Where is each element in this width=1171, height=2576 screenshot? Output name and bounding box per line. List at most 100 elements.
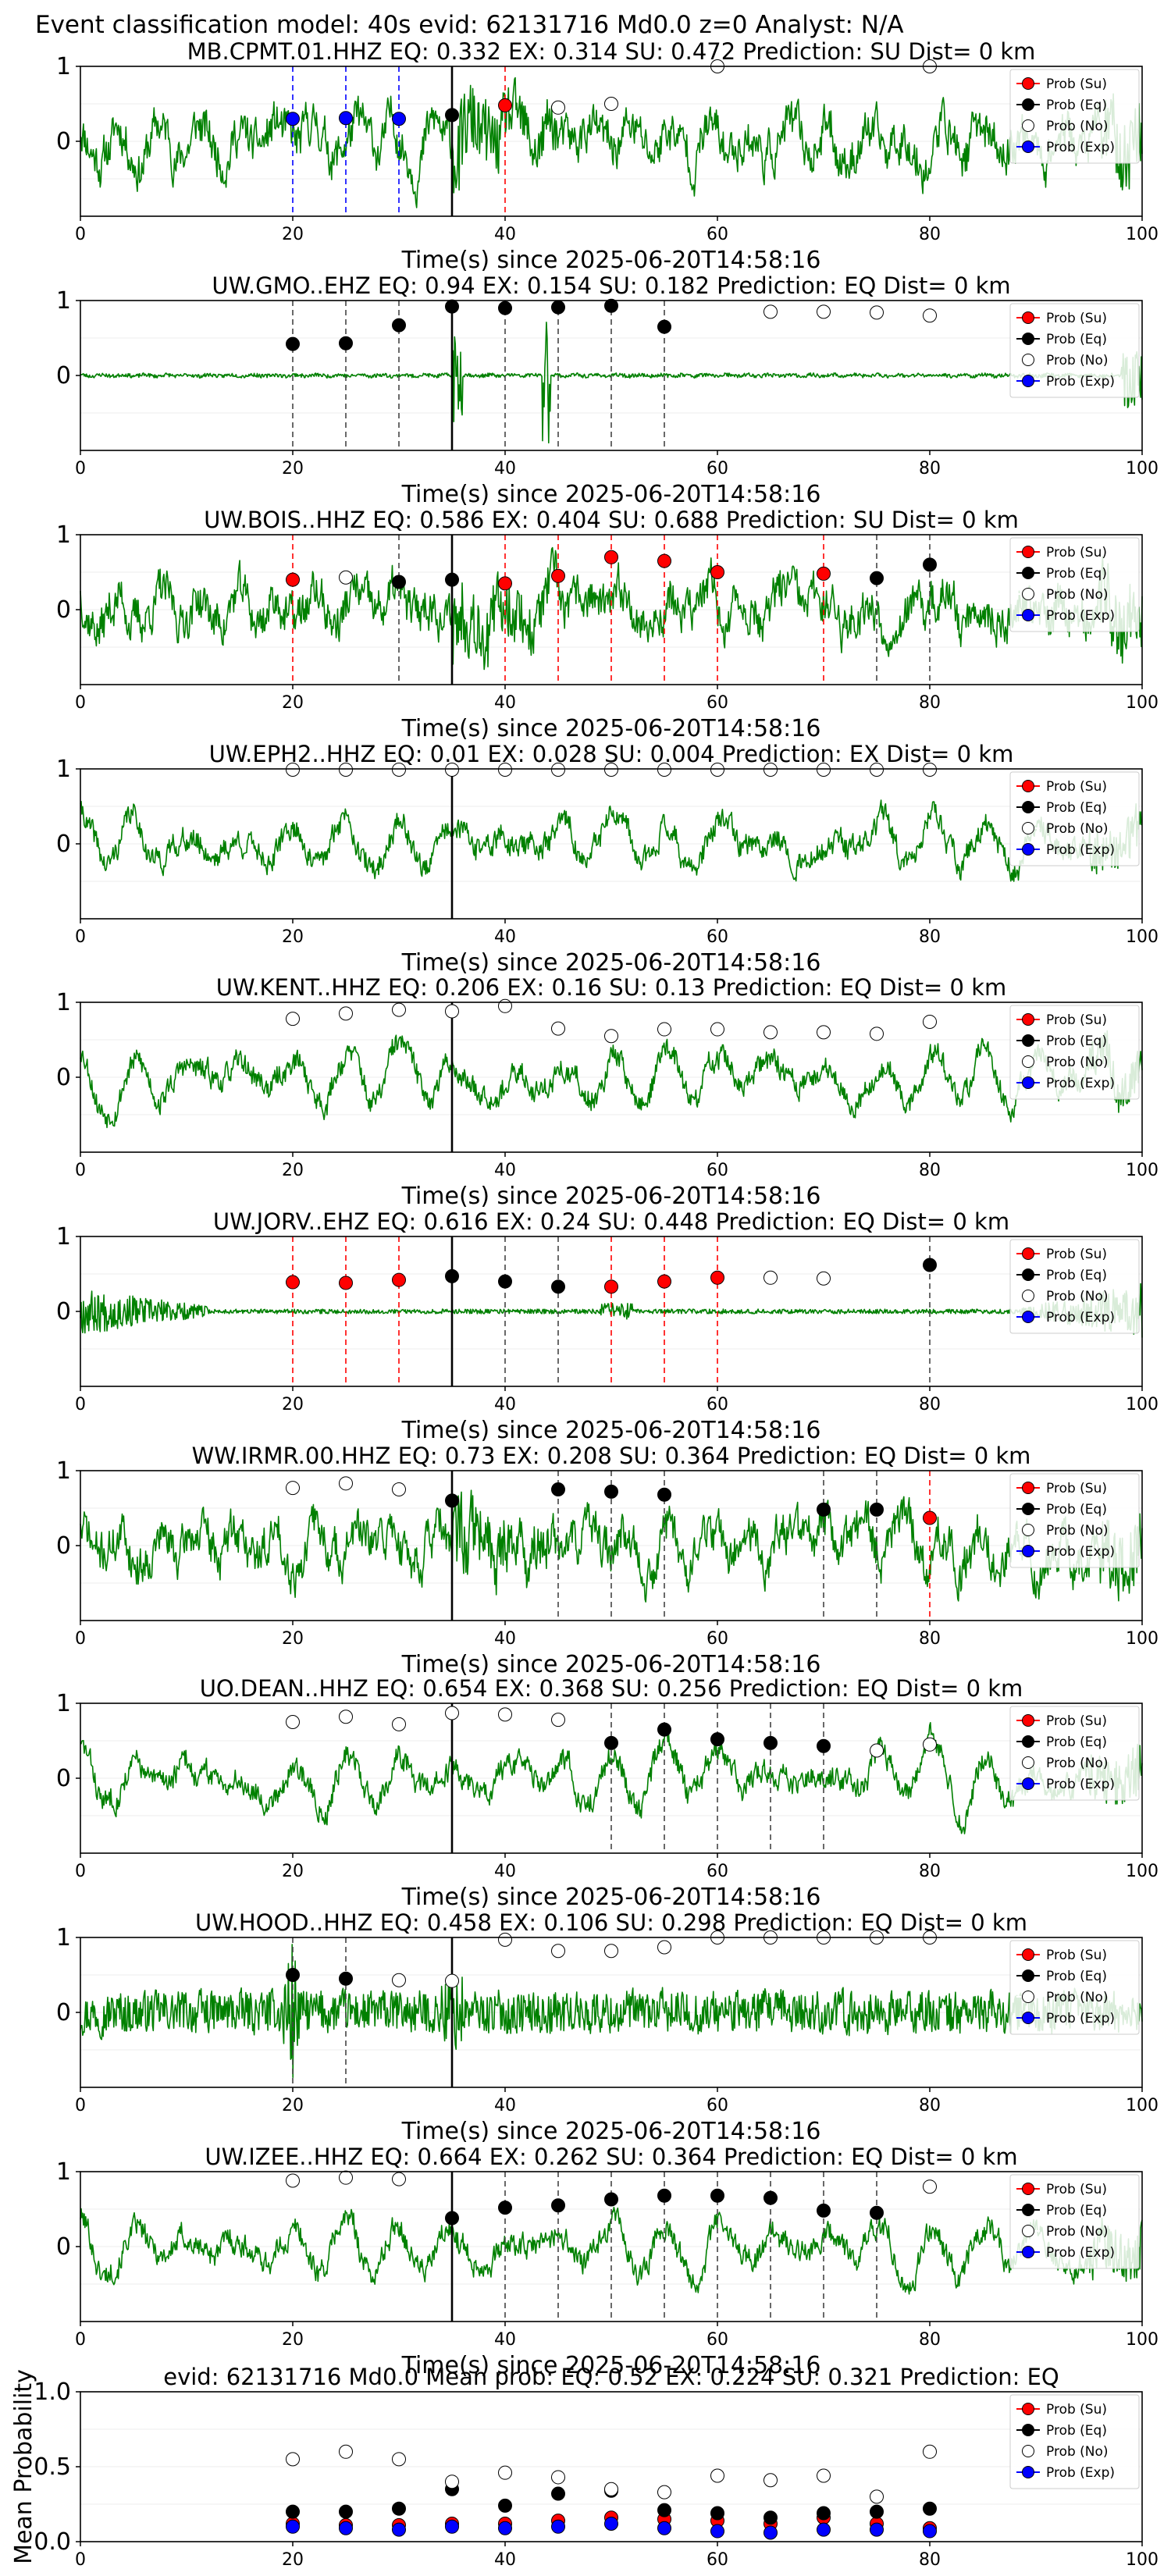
legend-box	[1009, 1940, 1140, 2035]
waveform-trace	[80, 799, 1143, 882]
y-tick-label: 0	[56, 831, 71, 858]
x-tick-label: 100	[1126, 2096, 1159, 2115]
prob-point-eq	[445, 1493, 459, 1508]
prob-point-no	[498, 1707, 512, 1722]
legend-marker-eq	[1022, 98, 1034, 111]
x-tick-label: 40	[494, 2096, 516, 2115]
x-tick-label: 100	[1126, 693, 1159, 713]
x-axis-label: Time(s) since 2025-06-20T14:58:16	[401, 1183, 821, 1210]
mean-point-eq	[339, 2504, 353, 2519]
chart-title: evid: 62131716 Md0.0 Mean prob: EQ: 0.52…	[163, 2364, 1059, 2390]
x-tick-label: 20	[282, 693, 304, 713]
legend-label-exp: Prob (Exp)	[1046, 608, 1115, 624]
legend-marker-eq	[1022, 1503, 1034, 1515]
legend-label-no: Prob (No)	[1046, 119, 1109, 134]
legend-box	[1009, 1005, 1140, 1100]
prob-point-no	[498, 762, 512, 777]
y-tick-label: 1	[56, 1924, 71, 1952]
prob-point-eq	[657, 319, 671, 334]
x-tick-label: 60	[707, 2550, 728, 2570]
y-axis-label: Mean Probability	[10, 2369, 37, 2564]
legend-marker-eq	[1022, 1268, 1034, 1281]
legend-label-no: Prob (No)	[1046, 1289, 1109, 1304]
legend-marker-exp	[1022, 1311, 1034, 1323]
prob-point-no	[604, 97, 618, 111]
legend-label-eq: Prob (Eq)	[1046, 1034, 1107, 1049]
x-tick-label: 80	[919, 927, 941, 947]
legend-marker-eq	[1022, 2424, 1034, 2436]
x-tick-label: 0	[75, 225, 86, 244]
prob-point-no	[923, 762, 937, 777]
x-tick-label: 0	[75, 2550, 86, 2570]
mean-point-no	[445, 2475, 459, 2489]
prob-point-no	[817, 1271, 831, 1286]
legend-label-eq: Prob (Eq)	[1046, 1268, 1107, 1283]
x-tick-label: 0	[75, 2330, 86, 2350]
mean-point-exp	[392, 2522, 406, 2537]
x-tick-label: 0	[75, 1161, 86, 1180]
legend-label-no: Prob (No)	[1046, 1523, 1109, 1539]
prob-point-no	[870, 1743, 884, 1758]
prob-point-no	[392, 1002, 406, 1017]
chart-panel-10: evid: 62131716 Md0.0 Mean prob: EQ: 0.52…	[10, 2364, 1159, 2570]
legend-marker-no	[1022, 1290, 1034, 1302]
prob-point-eq	[498, 301, 512, 315]
prob-point-su	[657, 553, 671, 568]
prob-point-no	[551, 1713, 565, 1727]
legend-label-eq: Prob (Eq)	[1046, 98, 1107, 113]
x-tick-label: 60	[707, 1629, 728, 1649]
legend-marker-exp	[1022, 2466, 1034, 2478]
prob-point-no	[392, 1973, 406, 1987]
legend-label-eq: Prob (Eq)	[1046, 332, 1107, 347]
mean-point-eq	[763, 2510, 778, 2525]
prob-point-no	[286, 1012, 300, 1026]
legend-marker-exp	[1022, 1777, 1034, 1790]
mean-point-eq	[710, 2506, 724, 2521]
x-tick-label: 100	[1126, 2550, 1159, 2570]
mean-point-no	[763, 2473, 778, 2488]
prob-point-eq	[710, 2188, 724, 2203]
prob-point-su	[604, 550, 618, 564]
prob-point-su	[551, 568, 565, 583]
legend-label-eq: Prob (Eq)	[1046, 566, 1107, 582]
prob-point-no	[286, 2173, 300, 2188]
mean-point-no	[870, 2489, 884, 2504]
legend-marker-su	[1022, 1714, 1034, 1727]
legend-label-eq: Prob (Eq)	[1046, 1735, 1107, 1750]
legend-label-su: Prob (Su)	[1046, 779, 1107, 795]
legend-marker-no	[1022, 1524, 1034, 1536]
x-tick-label: 60	[707, 927, 728, 947]
x-tick-label: 100	[1126, 1395, 1159, 1414]
prob-point-exp	[339, 111, 353, 126]
legend-marker-exp	[1022, 843, 1034, 856]
y-tick-label: 0.0	[34, 2528, 71, 2556]
x-tick-label: 40	[494, 1161, 516, 1180]
legend-marker-no	[1022, 1756, 1034, 1769]
prob-point-eq	[763, 1735, 778, 1750]
x-axis-label: Time(s) since 2025-06-20T14:58:16	[401, 2352, 821, 2379]
prob-point-eq	[551, 1482, 565, 1496]
chart-title: UW.BOIS..HHZ EQ: 0.586 EX: 0.404 SU: 0.6…	[204, 507, 1019, 533]
prob-point-eq	[498, 2201, 512, 2215]
prob-point-eq	[923, 557, 937, 572]
x-tick-label: 20	[282, 1395, 304, 1414]
x-tick-label: 80	[919, 2550, 941, 2570]
x-tick-label: 60	[707, 1161, 728, 1180]
prob-point-no	[445, 1973, 459, 1988]
mean-point-no	[286, 2452, 300, 2467]
legend-label-su: Prob (Su)	[1046, 2182, 1107, 2197]
prob-point-su	[498, 98, 512, 112]
prob-point-eq	[551, 2198, 565, 2213]
legend-marker-no	[1022, 1991, 1034, 2003]
legend-label-exp: Prob (Exp)	[1046, 2011, 1115, 2026]
x-tick-label: 0	[75, 1395, 86, 1414]
mean-point-no	[498, 2465, 512, 2480]
prob-point-eq	[392, 318, 406, 333]
prob-point-no	[923, 1737, 937, 1752]
mean-point-exp	[657, 2521, 671, 2535]
mean-point-eq	[870, 2504, 884, 2519]
chart-title: UW.KENT..HHZ EQ: 0.206 EX: 0.16 SU: 0.13…	[216, 974, 1007, 1001]
mean-point-exp	[763, 2525, 778, 2540]
legend-label-su: Prob (Su)	[1046, 76, 1107, 92]
x-tick-label: 80	[919, 459, 941, 479]
